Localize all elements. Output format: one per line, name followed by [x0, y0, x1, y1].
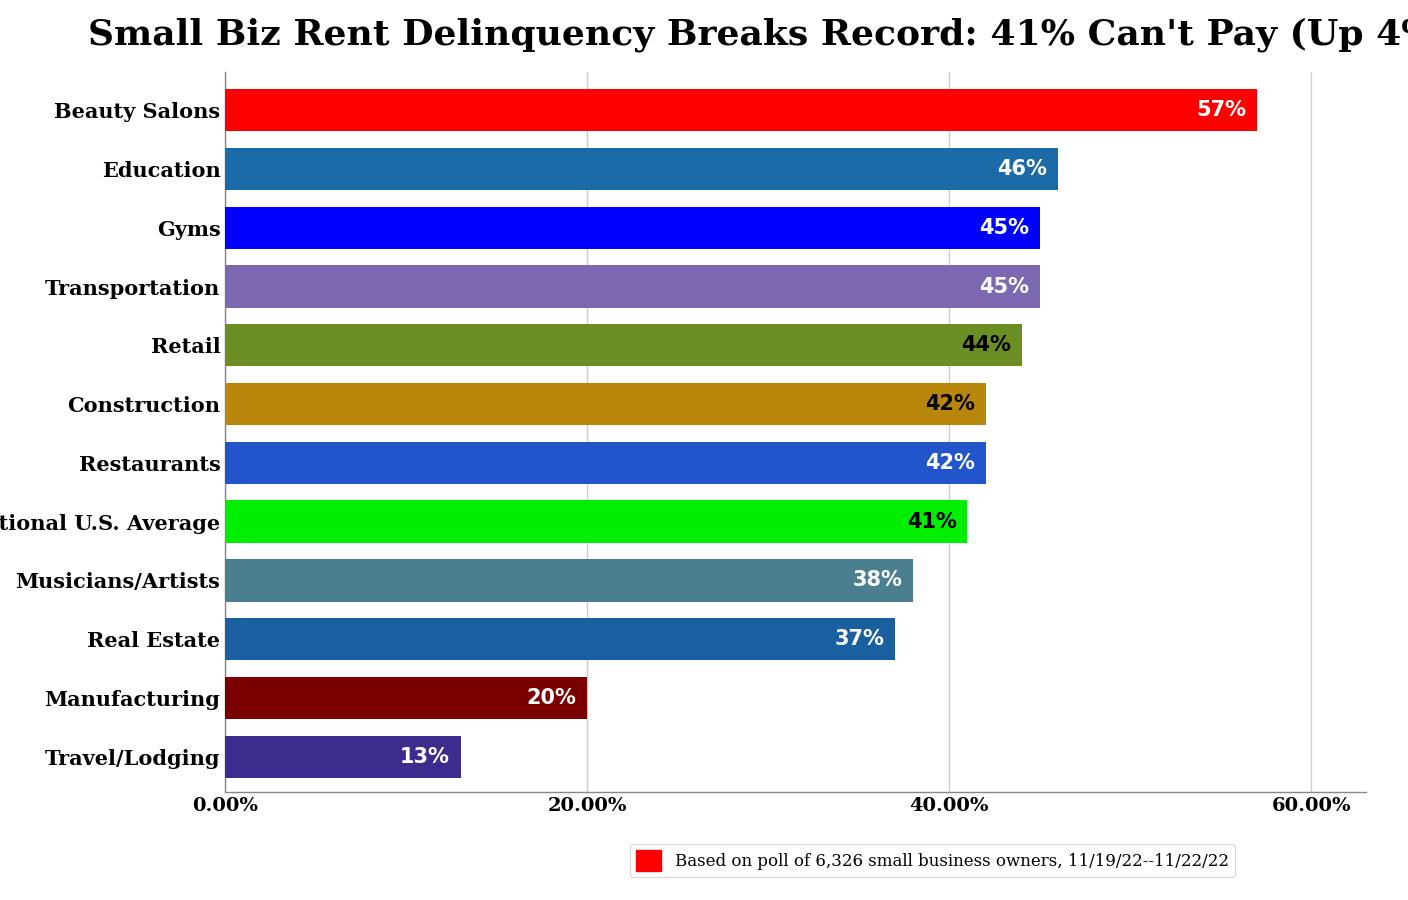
Bar	[225, 266, 1041, 308]
Legend: Based on poll of 6,326 small business owners, 11/19/22--11/22/22: Based on poll of 6,326 small business ow…	[629, 843, 1235, 878]
Bar	[225, 559, 914, 601]
Text: 37%: 37%	[835, 629, 884, 649]
Text: 13%: 13%	[400, 747, 449, 767]
Text: 42%: 42%	[925, 453, 974, 472]
Text: 20%: 20%	[527, 688, 576, 708]
Bar	[225, 89, 1257, 131]
Text: 46%: 46%	[997, 159, 1048, 179]
Text: 41%: 41%	[907, 511, 956, 532]
Bar	[225, 442, 986, 484]
Text: 45%: 45%	[979, 218, 1029, 238]
Bar	[225, 735, 460, 778]
Bar	[225, 677, 587, 719]
Text: 42%: 42%	[925, 394, 974, 414]
Text: 57%: 57%	[1197, 100, 1246, 121]
Bar	[225, 148, 1057, 190]
Bar	[225, 382, 986, 425]
Bar	[225, 618, 895, 661]
Bar	[225, 324, 1022, 366]
Text: 44%: 44%	[962, 336, 1011, 356]
Text: 45%: 45%	[979, 276, 1029, 296]
Bar	[225, 207, 1041, 249]
Text: Small Biz Rent Delinquency Breaks Record: 41% Can't Pay (Up 4%): Small Biz Rent Delinquency Breaks Record…	[89, 17, 1408, 51]
Text: 38%: 38%	[852, 571, 903, 590]
Bar	[225, 500, 967, 543]
